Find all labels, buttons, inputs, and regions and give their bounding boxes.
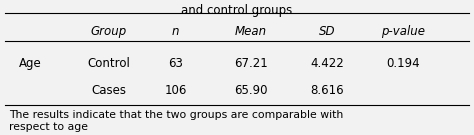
Text: and control groups: and control groups (182, 4, 292, 17)
Text: Mean: Mean (235, 25, 267, 38)
Text: 8.616: 8.616 (310, 84, 344, 97)
Text: 63: 63 (168, 57, 183, 70)
Text: 67.21: 67.21 (234, 57, 268, 70)
Text: The results indicate that the two groups are comparable with
respect to age: The results indicate that the two groups… (9, 110, 344, 132)
Text: SD: SD (319, 25, 335, 38)
Text: 106: 106 (164, 84, 187, 97)
Text: Cases: Cases (91, 84, 127, 97)
Text: 0.194: 0.194 (386, 57, 419, 70)
Text: Group: Group (91, 25, 127, 38)
Text: n: n (172, 25, 179, 38)
Text: 4.422: 4.422 (310, 57, 344, 70)
Text: Age: Age (19, 57, 42, 70)
Text: Control: Control (88, 57, 130, 70)
Text: p-value: p-value (381, 25, 425, 38)
Text: 65.90: 65.90 (235, 84, 268, 97)
